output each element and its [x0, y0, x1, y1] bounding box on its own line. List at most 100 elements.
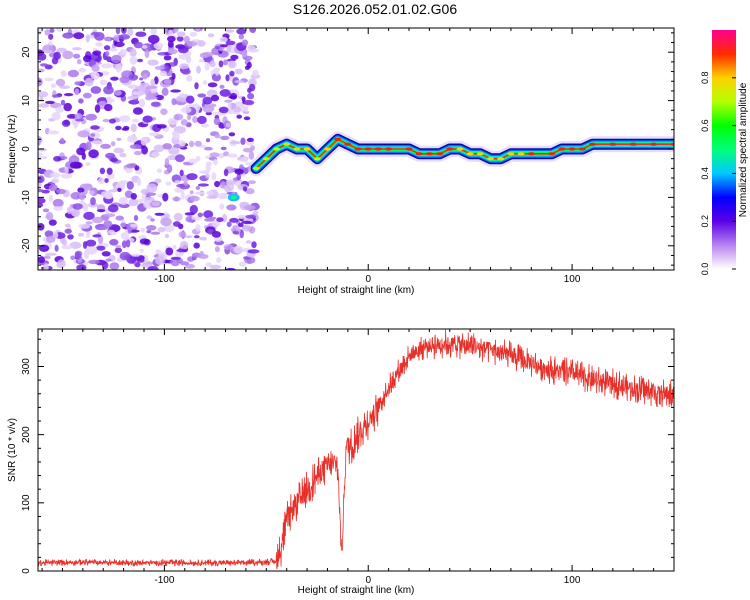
noise-blob — [103, 220, 113, 228]
noise-blob — [49, 28, 55, 33]
noise-blob — [119, 115, 131, 123]
ridge-point — [313, 157, 321, 161]
noise-blob — [102, 118, 110, 123]
noise-blob — [108, 118, 116, 124]
noise-blob — [51, 94, 63, 98]
noise-blob — [177, 46, 189, 54]
noise-blob — [38, 91, 49, 98]
noise-blob — [48, 219, 57, 226]
noise-blob — [236, 28, 247, 35]
noise-blob — [104, 213, 116, 218]
noise-blob — [154, 65, 166, 70]
noise-blob — [74, 88, 80, 96]
noise-blob — [107, 204, 119, 213]
noise-blob — [170, 89, 182, 93]
noise-blob — [227, 153, 238, 158]
noise-blob — [238, 261, 247, 267]
noise-blob — [211, 73, 221, 82]
noise-blob — [234, 168, 244, 175]
noise-blob — [128, 84, 136, 89]
noise-blob — [185, 95, 195, 104]
noise-blob — [109, 47, 118, 52]
noise-blob — [178, 140, 186, 147]
noise-blob — [154, 212, 165, 216]
noise-blob — [94, 32, 105, 41]
ridge-point — [670, 142, 674, 146]
noise-blob — [194, 140, 202, 147]
noise-blob — [131, 253, 141, 257]
noise-blob — [85, 229, 91, 239]
noise-blob — [172, 132, 180, 140]
spectrogram-xlabel: Height of straight line (km) — [298, 285, 415, 296]
snr-frame — [37, 328, 675, 572]
noise-blob — [180, 106, 192, 114]
noise-blob — [104, 178, 109, 183]
noise-blob — [242, 147, 254, 153]
noise-blob — [142, 115, 153, 123]
noise-blob — [176, 183, 186, 188]
noise-blob — [210, 94, 220, 102]
noise-blob — [197, 212, 204, 218]
noise-blob — [163, 214, 170, 218]
noise-blob — [119, 76, 130, 84]
noise-blob — [179, 261, 190, 266]
noise-blob — [83, 250, 90, 260]
noise-blob — [113, 147, 125, 154]
noise-blob — [38, 29, 43, 35]
noise-blob — [186, 114, 192, 121]
noise-blob — [244, 65, 250, 70]
noise-blob — [51, 111, 61, 121]
noise-blob — [71, 210, 78, 217]
noise-blob — [183, 35, 190, 44]
noise-blob — [174, 154, 185, 163]
noise-blob — [225, 267, 236, 270]
noise-blob — [218, 60, 224, 68]
noise-blob — [101, 251, 111, 257]
noise-blob — [128, 198, 139, 207]
noise-blob — [72, 203, 83, 210]
noise-blob — [140, 137, 148, 146]
noise-blob — [146, 230, 152, 234]
noise-blob — [213, 159, 218, 166]
noise-blob — [76, 264, 87, 270]
noise-blob — [209, 152, 220, 158]
noise-blob — [216, 257, 222, 264]
noise-blob — [170, 256, 182, 260]
noise-blob — [73, 32, 85, 40]
noise-blob — [155, 249, 162, 255]
y-tick-label: -20 — [21, 238, 32, 253]
ridge-point — [578, 147, 586, 151]
noise-blob — [160, 217, 172, 227]
frequency-ridge — [248, 131, 674, 177]
noise-blob — [211, 220, 221, 227]
noise-blob — [42, 208, 50, 213]
noise-blob — [202, 96, 213, 105]
noise-blob — [48, 194, 53, 202]
noise-blob — [224, 184, 231, 193]
noise-blob — [199, 236, 208, 241]
noise-blob — [83, 211, 95, 220]
noise-blob — [155, 94, 164, 101]
noise-blob — [45, 100, 55, 105]
ridge-point — [650, 142, 658, 146]
noise-blob — [51, 178, 60, 184]
noise-blob — [172, 196, 181, 202]
noise-blob — [99, 167, 106, 175]
noise-blob — [219, 36, 228, 43]
noise-blob — [147, 266, 159, 270]
noise-blob — [107, 229, 116, 235]
ridge-point — [497, 157, 505, 161]
noise-blob — [90, 71, 100, 80]
noise-blob — [136, 258, 145, 263]
noise-blob — [167, 48, 178, 55]
noise-blob — [224, 99, 233, 103]
y-tick-label: 0 — [21, 568, 32, 574]
noise-blob — [205, 111, 212, 116]
noise-blob — [195, 28, 201, 31]
noise-blob — [240, 137, 246, 145]
noise-blob — [106, 96, 112, 101]
noise-blob — [163, 55, 172, 61]
noise-blob — [78, 67, 86, 73]
noise-blob — [245, 214, 257, 219]
noise-blob — [237, 95, 244, 99]
